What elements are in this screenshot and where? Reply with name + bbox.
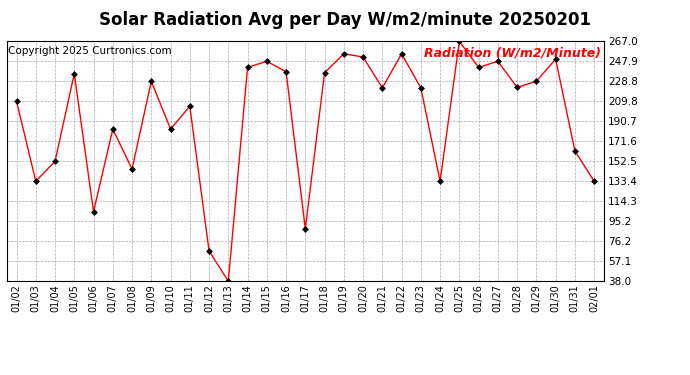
Text: Copyright 2025 Curtronics.com: Copyright 2025 Curtronics.com	[8, 46, 172, 56]
Text: Radiation (W/m2/Minute): Radiation (W/m2/Minute)	[424, 46, 601, 59]
Text: Solar Radiation Avg per Day W/m2/minute 20250201: Solar Radiation Avg per Day W/m2/minute …	[99, 11, 591, 29]
